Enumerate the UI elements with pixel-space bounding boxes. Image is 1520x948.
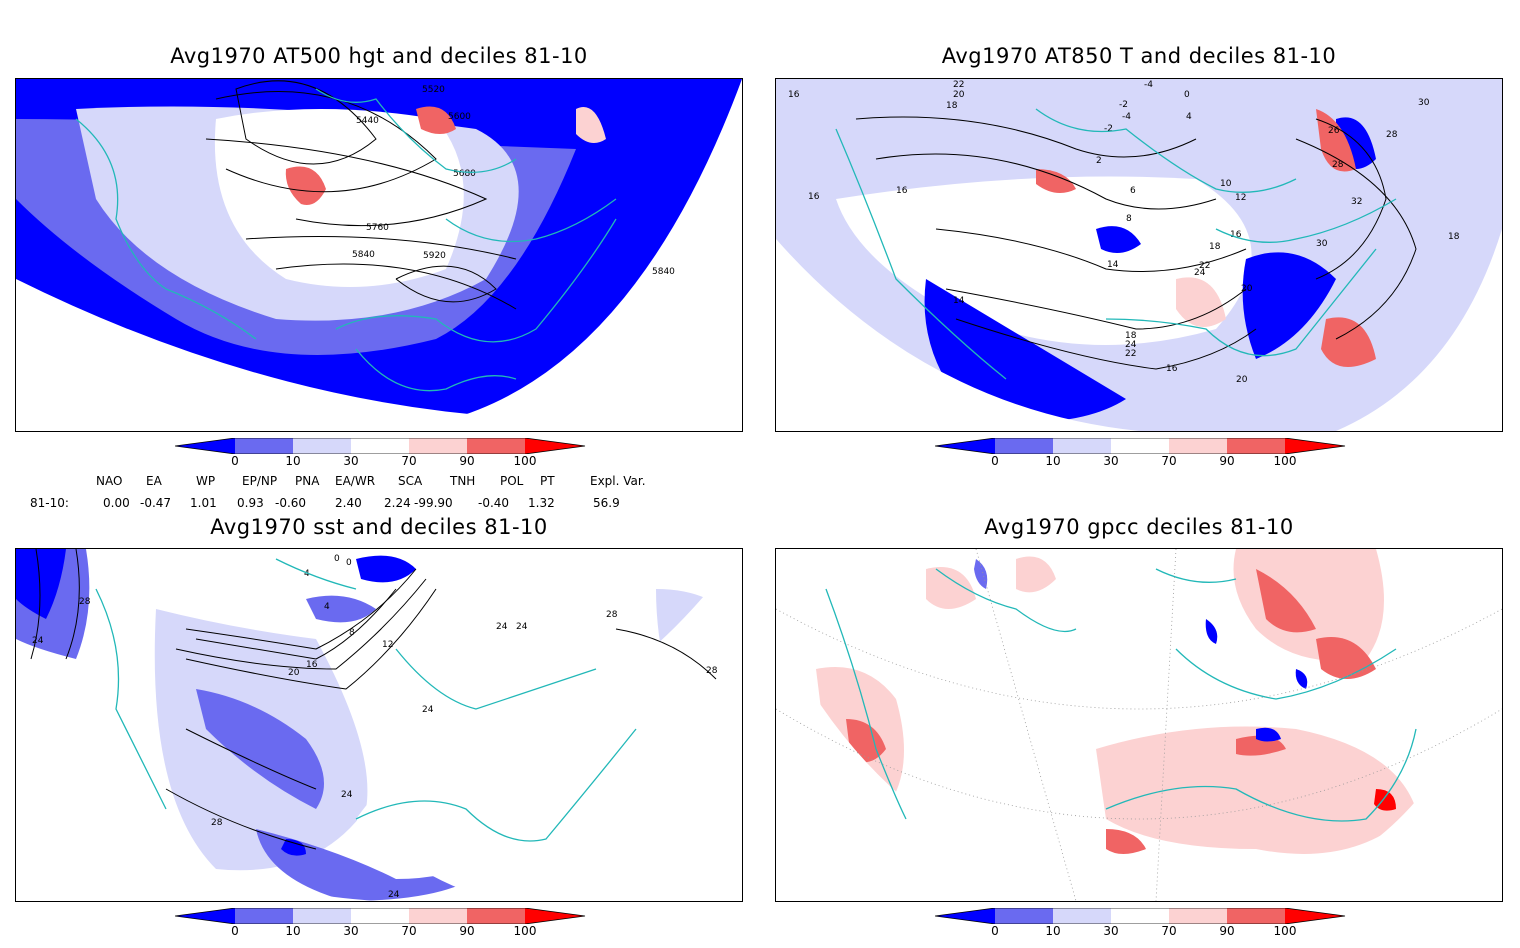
svg-text:-4: -4 <box>1144 80 1153 90</box>
svg-text:10: 10 <box>1220 179 1232 189</box>
svg-text:-4: -4 <box>1122 112 1131 122</box>
svg-text:16: 16 <box>1230 230 1242 240</box>
svg-text:22: 22 <box>1125 349 1136 359</box>
svg-text:5840: 5840 <box>352 250 375 260</box>
svg-text:0: 0 <box>1184 90 1190 100</box>
svg-text:6: 6 <box>1130 186 1136 196</box>
svg-text:30: 30 <box>1418 98 1430 108</box>
svg-text:5600: 5600 <box>448 112 471 122</box>
svg-text:5760: 5760 <box>366 223 389 233</box>
svg-text:16: 16 <box>1166 364 1178 374</box>
svg-text:24: 24 <box>422 705 434 715</box>
svg-text:16: 16 <box>306 660 318 670</box>
svg-text:8: 8 <box>1126 214 1132 224</box>
svg-text:16: 16 <box>896 186 908 196</box>
deciles-mid-red <box>285 166 326 205</box>
svg-text:0: 0 <box>346 558 352 568</box>
svg-text:28: 28 <box>706 666 718 676</box>
svg-text:20: 20 <box>953 90 965 100</box>
colorbar-3: 0 10 30 70 90 100 <box>174 907 595 948</box>
svg-text:16: 16 <box>808 192 820 202</box>
svg-text:32: 32 <box>1351 197 1362 207</box>
svg-text:-2: -2 <box>1104 124 1113 134</box>
colorbar-2: 0 10 30 70 90 100 <box>934 437 1355 478</box>
svg-text:14: 14 <box>953 296 965 306</box>
svg-text:28: 28 <box>1332 160 1344 170</box>
svg-text:5520: 5520 <box>422 85 445 95</box>
colorbar-1: 0 10 30 70 90 100 <box>174 437 595 478</box>
svg-text:2: 2 <box>1096 156 1102 166</box>
svg-text:-2: -2 <box>1119 100 1128 110</box>
svg-text:24: 24 <box>1194 268 1206 278</box>
outside-hemisphere <box>16 79 742 431</box>
panel-2-title: Avg1970 AT850 T and deciles 81-10 <box>941 44 1337 68</box>
map-panel-1: 5520 5600 5440 5680 5760 5840 5920 5840 <box>15 78 743 432</box>
svg-text:20: 20 <box>288 668 300 678</box>
hgt-contours <box>205 80 517 310</box>
map-panel-4 <box>775 548 1503 902</box>
svg-text:14: 14 <box>1107 260 1119 270</box>
svg-text:12: 12 <box>382 640 393 650</box>
deciles-neutral <box>214 109 464 287</box>
svg-text:24: 24 <box>516 622 528 632</box>
svg-text:28: 28 <box>79 597 91 607</box>
svg-text:5440: 5440 <box>356 116 379 126</box>
svg-text:18: 18 <box>946 101 958 111</box>
svg-text:22: 22 <box>1199 261 1210 271</box>
map-4-svg <box>776 549 1502 901</box>
svg-text:24: 24 <box>496 622 508 632</box>
panel-4-title: Avg1970 gpcc deciles 81-10 <box>984 515 1294 539</box>
map-panel-3: 28 24 0 0 4 4 8 12 16 20 24 28 24 28 24 … <box>15 548 743 902</box>
svg-text:5840: 5840 <box>652 267 675 277</box>
contour-labels: 5520 5600 5440 5680 5760 5840 5920 5840 <box>352 85 675 277</box>
svg-text:18: 18 <box>1209 242 1221 252</box>
colorbar-4: 0 10 30 70 90 100 <box>934 907 1355 948</box>
svg-text:28: 28 <box>1386 130 1398 140</box>
map-3-svg: 28 24 0 0 4 4 8 12 16 20 24 28 24 28 24 … <box>16 549 742 901</box>
svg-text:4: 4 <box>324 602 330 612</box>
svg-text:24: 24 <box>1125 340 1137 350</box>
svg-text:16: 16 <box>788 90 800 100</box>
map-panel-2: 22 20 18 -4 0 -2 -4 -2 4 2 6 8 10 12 14 … <box>775 78 1503 432</box>
map-2-svg: 22 20 18 -4 0 -2 -4 -2 4 2 6 8 10 12 14 … <box>776 79 1502 431</box>
coastlines <box>75 88 617 392</box>
svg-text:24: 24 <box>388 890 400 900</box>
svg-text:20: 20 <box>1236 375 1248 385</box>
svg-text:30: 30 <box>1316 239 1328 249</box>
svg-text:22: 22 <box>953 80 964 90</box>
svg-text:12: 12 <box>1235 193 1246 203</box>
map-1-svg: 5520 5600 5440 5680 5760 5840 5920 5840 <box>16 79 742 431</box>
svg-text:4: 4 <box>304 569 310 579</box>
svg-text:4: 4 <box>1186 112 1192 122</box>
svg-text:28: 28 <box>211 818 223 828</box>
svg-text:24: 24 <box>32 636 44 646</box>
svg-text:28: 28 <box>606 610 618 620</box>
svg-text:5920: 5920 <box>423 251 446 261</box>
svg-text:0: 0 <box>334 554 340 564</box>
panel-1-title: Avg1970 AT500 hgt and deciles 81-10 <box>170 44 588 68</box>
svg-text:5680: 5680 <box>453 169 476 179</box>
svg-text:26: 26 <box>1328 126 1340 136</box>
svg-text:8: 8 <box>349 628 355 638</box>
panel-3-title: Avg1970 sst and deciles 81-10 <box>210 515 548 539</box>
svg-text:18: 18 <box>1448 232 1460 242</box>
svg-text:18: 18 <box>1125 331 1137 341</box>
svg-text:24: 24 <box>341 790 353 800</box>
svg-text:20: 20 <box>1241 284 1253 294</box>
